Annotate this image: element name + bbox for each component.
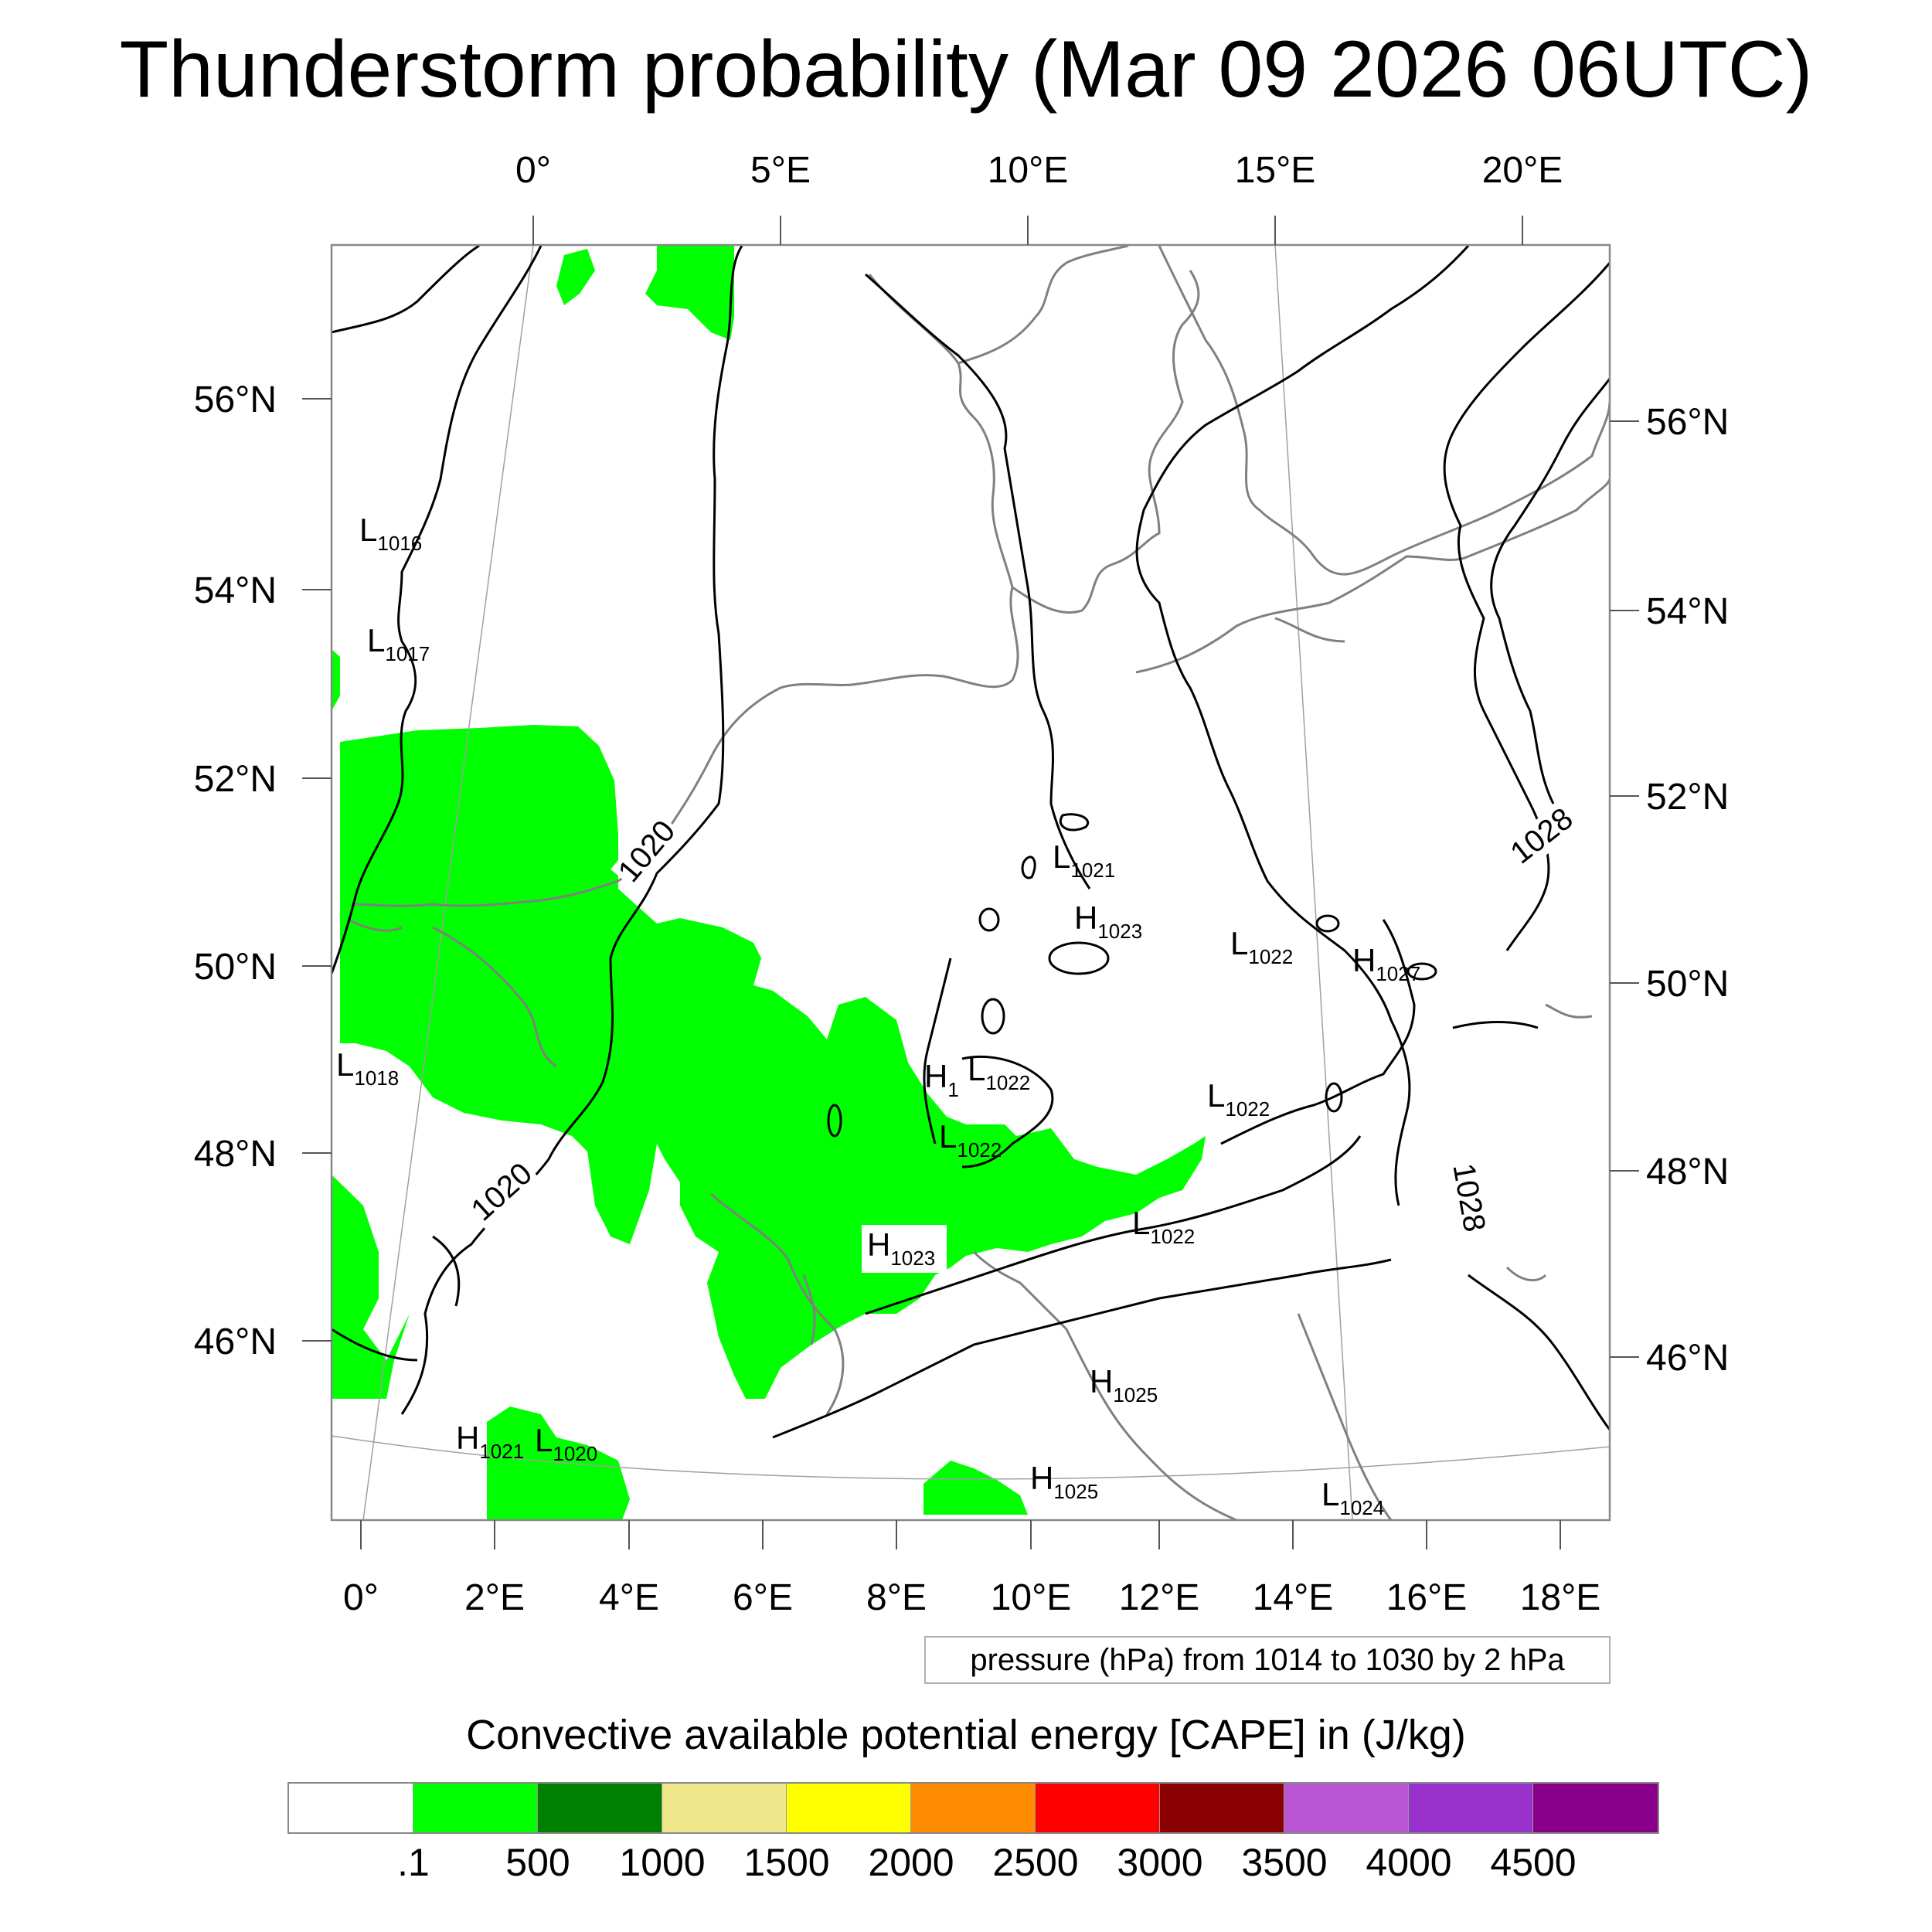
colorbar xyxy=(287,1782,1659,1834)
right-lat-label: 54°N xyxy=(1646,591,1729,632)
bottom-lon-label: 0° xyxy=(343,1577,379,1618)
isobar-label: 1028 xyxy=(1446,1161,1492,1234)
pressure-center: H1021 xyxy=(456,1420,524,1463)
bottom-lon-label: 14°E xyxy=(1253,1577,1334,1618)
pressure-center: H1027 xyxy=(1352,942,1420,985)
cape-area-north-sea xyxy=(645,246,734,340)
colorbar-swatch xyxy=(1533,1784,1658,1832)
pressure-note: pressure (hPa) from 1014 to 1030 by 2 hP… xyxy=(924,1636,1611,1684)
top-lon-label: 0° xyxy=(515,150,551,191)
pressure-center: L1022 xyxy=(939,1118,1002,1162)
colorbar-label: 2000 xyxy=(868,1841,954,1884)
top-lon-labels: 0° 5°E 10°E 15°E 20°E xyxy=(515,150,1563,191)
pressure-center: H1 xyxy=(924,1058,959,1101)
bottom-lon-label: 18°E xyxy=(1520,1577,1601,1618)
colorbar-label: 1000 xyxy=(619,1841,706,1884)
colorbar-label: .1 xyxy=(397,1841,430,1884)
colorbar-label: 3500 xyxy=(1241,1841,1328,1884)
coastlines xyxy=(347,245,1610,1520)
pressure-center: L1017 xyxy=(367,622,430,665)
colorbar-swatch xyxy=(662,1784,787,1832)
bottom-lon-label: 16°E xyxy=(1386,1577,1468,1618)
map-title: Thunderstorm probability (Mar 09 2026 06… xyxy=(119,25,1813,114)
right-lat-label: 46°N xyxy=(1646,1338,1729,1379)
colorbar-swatch xyxy=(1409,1784,1533,1832)
colorbar-swatch xyxy=(1036,1784,1160,1832)
map-frame xyxy=(330,243,1611,1522)
cape-area-france-south xyxy=(487,1406,630,1520)
cape-area-balkans xyxy=(923,1461,1028,1515)
colorbar-label: 3000 xyxy=(1117,1841,1203,1884)
left-lat-label: 46°N xyxy=(194,1321,277,1362)
top-lon-label: 10°E xyxy=(988,150,1069,191)
pressure-center: L1016 xyxy=(359,512,422,555)
pressure-center: H1025 xyxy=(1030,1460,1098,1503)
top-lon-label: 15°E xyxy=(1235,150,1316,191)
pressure-center: L1022 xyxy=(1132,1205,1195,1248)
bottom-lon-label: 12°E xyxy=(1119,1577,1200,1618)
left-lat-label: 56°N xyxy=(194,379,277,420)
left-lat-label: 54°N xyxy=(194,570,277,611)
pressure-center: L1022 xyxy=(1207,1077,1270,1121)
bottom-lon-label: 8°E xyxy=(866,1577,927,1618)
pressure-center: L1022 xyxy=(968,1051,1030,1094)
colorbar-swatch xyxy=(413,1784,538,1832)
right-lat-label: 56°N xyxy=(1646,402,1729,443)
colorbar-label: 4500 xyxy=(1490,1841,1577,1884)
left-lat-label: 50°N xyxy=(194,947,277,988)
bottom-lon-label: 6°E xyxy=(733,1577,793,1618)
cape-area-west-edge xyxy=(332,649,340,711)
colorbar-label: 4000 xyxy=(1366,1841,1452,1884)
pressure-center: L1022 xyxy=(1230,925,1293,968)
colorbar-label: 1500 xyxy=(743,1841,830,1884)
right-lat-labels: 56°N 54°N 52°N 50°N 48°N 46°N xyxy=(1646,402,1729,1379)
colorbar-swatch xyxy=(787,1784,911,1832)
cape-area-central xyxy=(340,725,1206,1399)
colorbar-swatch xyxy=(911,1784,1036,1832)
bottom-lon-label: 4°E xyxy=(599,1577,659,1618)
pressure-center: L1018 xyxy=(336,1046,399,1090)
pressure-center: L1024 xyxy=(1321,1476,1384,1519)
pressure-center: H1023 xyxy=(1074,900,1142,943)
bottom-lon-labels: 0° 2°E 4°E 6°E 8°E 10°E 12°E 14°E 16°E 1… xyxy=(343,1577,1600,1618)
colorbar-label: 500 xyxy=(505,1841,570,1884)
top-lon-label: 20°E xyxy=(1482,150,1563,191)
pressure-centers: L1016 L1017 L1018 L1021 H1023 L1022 H102… xyxy=(336,512,1420,1519)
bottom-lon-label: 10°E xyxy=(991,1577,1072,1618)
right-lat-label: 48°N xyxy=(1646,1151,1729,1192)
colorbar-swatch xyxy=(1284,1784,1409,1832)
colorbar-swatch xyxy=(289,1784,413,1832)
left-lat-label: 52°N xyxy=(194,759,277,800)
cape-field xyxy=(332,246,1206,1520)
pressure-center: L1021 xyxy=(1053,838,1115,882)
right-lat-label: 50°N xyxy=(1646,964,1729,1005)
pressure-center: L1020 xyxy=(535,1422,597,1465)
colorbar-label: 2500 xyxy=(992,1841,1079,1884)
top-lon-label: 5°E xyxy=(750,150,811,191)
colorbar-title: Convective available potential energy [C… xyxy=(466,1712,1466,1758)
left-lat-labels: 56°N 54°N 52°N 50°N 48°N 46°N xyxy=(194,379,277,1362)
cape-area-northwest xyxy=(556,249,595,305)
colorbar-swatch xyxy=(1160,1784,1284,1832)
pressure-center: H1025 xyxy=(1090,1363,1158,1406)
graticule xyxy=(332,245,1610,1520)
pressure-center: H1023 xyxy=(867,1226,935,1270)
bottom-lon-label: 2°E xyxy=(464,1577,525,1618)
left-lat-label: 48°N xyxy=(194,1134,277,1175)
colorbar-swatch xyxy=(538,1784,662,1832)
tick-marks xyxy=(302,216,1639,1549)
cape-area-southwest xyxy=(332,1175,410,1399)
right-lat-label: 52°N xyxy=(1646,777,1729,818)
